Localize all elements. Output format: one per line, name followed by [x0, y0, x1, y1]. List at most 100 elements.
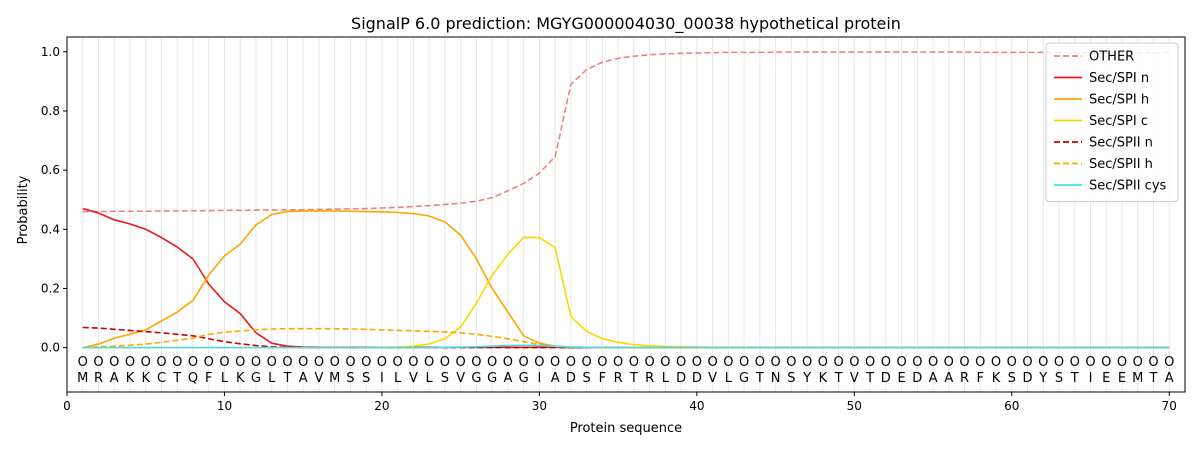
region-marker: O [204, 355, 214, 370]
residue-label: R [94, 371, 103, 386]
residue-label: V [456, 371, 465, 386]
legend-box [1045, 42, 1179, 202]
residue-labels: OMOROAOKOKOCOTOQOFOLOKOGOLOTOAOVOMOSOSOI… [77, 355, 1174, 386]
region-marker: O [487, 355, 497, 370]
region-marker: O [534, 355, 544, 370]
region-marker: O [597, 355, 607, 370]
residue-label: A [944, 371, 953, 386]
residue-label: K [992, 371, 1001, 386]
region-marker: O [393, 355, 403, 370]
region-marker: O [566, 355, 576, 370]
residue-label: Y [802, 371, 811, 386]
axes: 0 10 20 30 40 50 60 70 0.0 0.2 0.4 0.6 0.8 1.0 [41, 45, 1177, 413]
legend-label-5: Sec/SPII h [1089, 157, 1153, 172]
residue-label: T [282, 371, 291, 386]
region-marker: O [692, 355, 702, 370]
region-marker: O [975, 355, 985, 370]
residue-label: Y [1038, 371, 1047, 386]
series-lines [82, 51, 1170, 349]
residue-label: E [1102, 371, 1110, 386]
residue-label: V [314, 371, 323, 386]
x-axis-label: Protein sequence [570, 421, 682, 436]
region-marker: O [786, 355, 796, 370]
region-marker: O [770, 355, 780, 370]
residue-label: L [268, 371, 276, 386]
y-tick-label: 0.2 [41, 281, 60, 295]
x-tick-label: 30 [532, 399, 547, 413]
x-tick-label: 50 [847, 399, 862, 413]
legend-label-0: OTHER [1089, 50, 1134, 65]
residue-label: S [1008, 371, 1016, 386]
region-marker: O [707, 355, 717, 370]
region-marker: O [1054, 355, 1064, 370]
residue-label: D [692, 371, 702, 386]
region-marker: O [235, 355, 245, 370]
residue-label: C [157, 371, 166, 386]
x-tick-label: 60 [1004, 399, 1019, 413]
residue-label: T [629, 371, 638, 386]
region-marker: O [251, 355, 261, 370]
residue-label: Q [188, 371, 198, 386]
region-marker: O [267, 355, 277, 370]
legend-label-1: Sec/SPI n [1089, 71, 1149, 86]
residue-label: G [487, 371, 497, 386]
residue-label: A [503, 371, 512, 386]
residue-label: D [1023, 371, 1033, 386]
region-marker: O [1117, 355, 1127, 370]
region-marker: O [1022, 355, 1032, 370]
residue-label: K [819, 371, 828, 386]
region-marker: O [1085, 355, 1095, 370]
plot-frame [66, 36, 1186, 393]
residue-label: S [1055, 371, 1063, 386]
region-marker: O [833, 355, 843, 370]
region-marker: O [1148, 355, 1158, 370]
region-marker: O [156, 355, 166, 370]
y-tick-label: 0.0 [41, 341, 60, 355]
region-marker: O [629, 355, 639, 370]
region-marker: O [550, 355, 560, 370]
residue-label: G [739, 371, 749, 386]
region-marker: O [865, 355, 875, 370]
region-marker: O [408, 355, 418, 370]
residue-label: T [1070, 371, 1079, 386]
legend-label-3: Sec/SPI c [1089, 114, 1148, 129]
residue-label: F [599, 371, 606, 386]
region-marker: O [1164, 355, 1174, 370]
region-marker: O [361, 355, 371, 370]
residue-label: S [441, 371, 449, 386]
residue-label: D [881, 371, 891, 386]
region-marker: O [991, 355, 1001, 370]
y-axis-label: Probability [16, 175, 31, 244]
residue-label: T [755, 371, 764, 386]
region-marker: O [912, 355, 922, 370]
residue-label: E [897, 371, 905, 386]
residue-label: G [471, 371, 481, 386]
region-marker: O [78, 355, 88, 370]
region-marker: O [330, 355, 340, 370]
legend: OTHER Sec/SPI n Sec/SPI h Sec/SPI c Sec/SPII… [1045, 42, 1179, 202]
residue-label: T [865, 371, 874, 386]
legend-label-4: Sec/SPII n [1089, 136, 1153, 151]
chart-title: SignalP 6.0 prediction: MGYG000004030_00… [351, 14, 901, 34]
series-line-1 [82, 207, 1170, 349]
region-marker: O [1070, 355, 1080, 370]
residue-label: E [1118, 371, 1126, 386]
region-marker: O [928, 355, 938, 370]
region-marker: O [141, 355, 151, 370]
region-marker: O [125, 355, 135, 370]
region-marker: O [456, 355, 466, 370]
series-line-6 [82, 344, 1170, 349]
region-marker: O [519, 355, 529, 370]
region-marker: O [723, 355, 733, 370]
region-marker: O [802, 355, 812, 370]
region-marker: O [377, 355, 387, 370]
region-marker: O [881, 355, 891, 370]
x-tick-label: 20 [374, 399, 389, 413]
residue-label: L [426, 371, 434, 386]
region-marker: O [849, 355, 859, 370]
x-tick-label: 40 [689, 399, 704, 413]
residue-label: A [299, 371, 308, 386]
residue-label: I [1089, 371, 1093, 386]
